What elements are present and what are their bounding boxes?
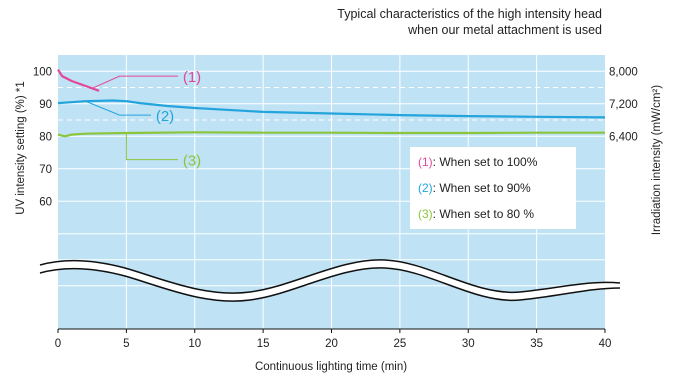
y2-tick-label: 6,400 (609, 131, 638, 143)
legend: (1): When set to 100% (2): When set to 9… (410, 147, 576, 229)
axis-break-wave-lower (39, 267, 621, 302)
legend-item-1-label: (1) (418, 155, 433, 169)
y-tick-label: 80 (39, 131, 52, 143)
callout-leader-2 (85, 100, 151, 116)
callout-label-3: (3) (183, 153, 201, 170)
chart-title-line2: when our metal attachment is used (408, 23, 602, 37)
callout-label-2: (2) (156, 108, 174, 125)
callout-leader-1 (91, 75, 178, 89)
legend-item-3-text: When set to 80 % (439, 207, 535, 221)
axes-layer: 0 5 10 15 20 25 30 35 40 100 90 80 70 60 8,000 7,200 6,4… (33, 66, 638, 350)
chart-title: Typical characteristics of the high inte… (337, 6, 602, 38)
x-tick-label: 20 (325, 338, 338, 350)
callout-layer: (1) (2) (3) (85, 69, 201, 170)
legend-item-1: (1): When set to 100% (418, 155, 538, 169)
legend-item-2-text: When set to 90% (439, 181, 531, 195)
x-tick-label: 40 (599, 338, 612, 350)
legend-item-3: (3): When set to 80 % (418, 207, 535, 221)
callout-label-1: (1) (183, 69, 201, 86)
x-tick-label: 30 (462, 338, 475, 350)
series-line-1 (57, 69, 100, 92)
x-tick-label: 0 (55, 338, 61, 350)
series-line-2 (57, 99, 606, 119)
x-axis-label: Continuous lighting time (min) (255, 361, 407, 373)
series-line-3 (57, 131, 605, 138)
x-tick-label: 25 (393, 338, 406, 350)
axis-break-wave-upper (39, 259, 621, 294)
x-tick-label: 10 (188, 338, 201, 350)
callout-leader-3 (125, 133, 178, 161)
y2-tick-label: 8,000 (609, 66, 638, 78)
axis-break (39, 259, 621, 302)
legend-item-3-label: (3) (418, 207, 433, 221)
y-tick-label: 100 (33, 66, 52, 78)
y2-tick-label: 7,200 (609, 99, 638, 111)
y-tick-label: 90 (39, 99, 52, 111)
x-tick-label: 35 (530, 338, 543, 350)
series-layer (57, 69, 606, 138)
y-axis-label: UV intensity setting (%) *1 (15, 81, 27, 215)
y-tick-label: 60 (39, 196, 52, 208)
x-tick-label: 5 (123, 338, 129, 350)
y-tick-label: 70 (39, 164, 52, 176)
y2-axis-label: Irradiation intensity (mW/cm²) (651, 85, 663, 235)
chart-title-line1: Typical characteristics of the high inte… (337, 7, 602, 21)
legend-item-1-text: When set to 100% (439, 155, 538, 169)
legend-item-2: (2): When set to 90% (418, 181, 531, 195)
axis-break-wave-background (40, 259, 620, 302)
legend-item-2-label: (2) (418, 181, 433, 195)
x-tick-label: 15 (257, 338, 270, 350)
